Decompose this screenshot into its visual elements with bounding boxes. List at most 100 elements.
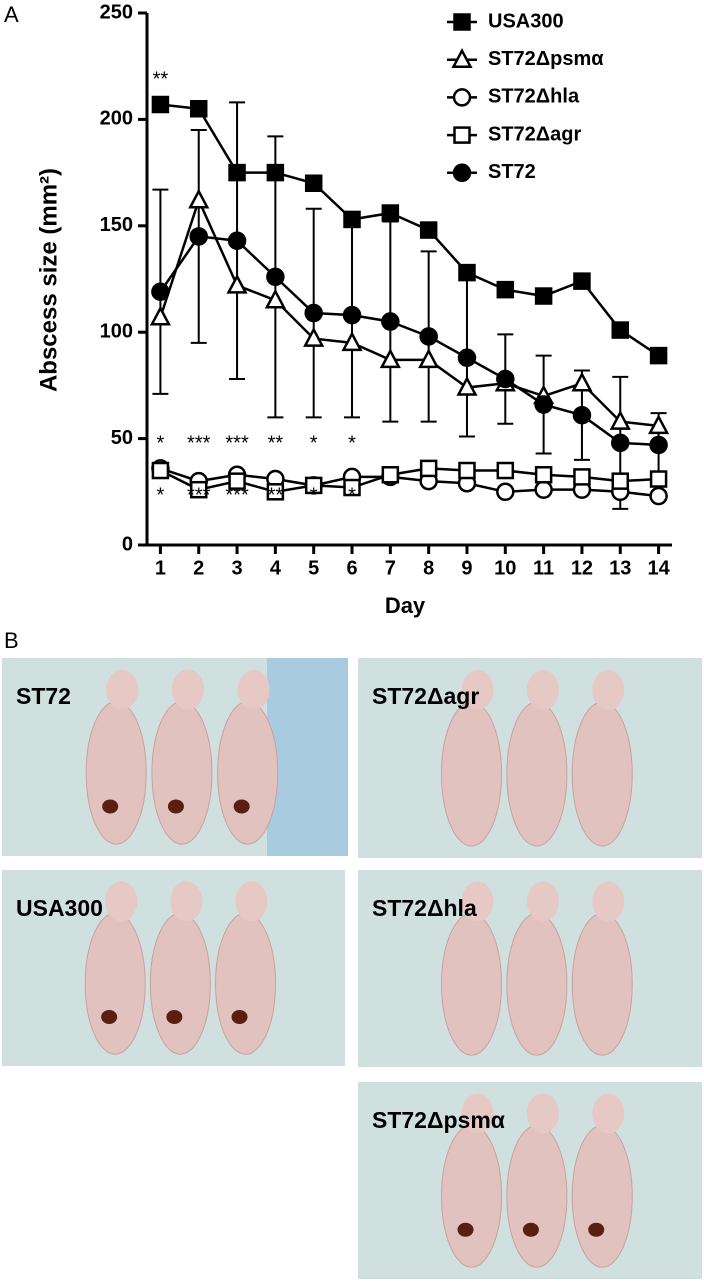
significance: ** xyxy=(268,484,284,506)
marker xyxy=(649,470,668,488)
lesion xyxy=(231,1010,248,1024)
x-axis-title: Day xyxy=(385,593,426,618)
marker xyxy=(226,273,248,294)
lesion xyxy=(101,1010,118,1024)
marker xyxy=(457,348,477,367)
significance: *** xyxy=(187,432,211,454)
mouse-body xyxy=(215,912,277,1055)
marker xyxy=(496,280,515,299)
marker xyxy=(534,480,553,499)
significance: * xyxy=(157,432,165,454)
x-tick-label: 4 xyxy=(270,557,282,579)
marker xyxy=(534,395,553,414)
mouse-body xyxy=(85,701,147,845)
x-tick-label: 9 xyxy=(461,557,472,579)
mouse-body xyxy=(441,701,503,847)
marker xyxy=(453,13,471,31)
y-tick-label: 50 xyxy=(111,427,133,449)
photo-panel: ST72 ST72Δagr USA300 ST72Δhla ST72Δpsmα xyxy=(2,658,702,1279)
marker xyxy=(496,482,515,502)
legend-label: ST72 xyxy=(488,161,536,183)
panel-label: A xyxy=(4,2,19,27)
x-tick-label: 7 xyxy=(385,557,396,579)
significance: * xyxy=(348,484,356,506)
marker xyxy=(304,303,323,323)
x-tick-label: 6 xyxy=(346,557,357,579)
mouse-body xyxy=(506,1124,568,1268)
y-tick-label: 150 xyxy=(100,214,133,236)
mouse-head xyxy=(461,670,494,710)
significance: ** xyxy=(268,432,284,454)
marker xyxy=(456,375,478,396)
significance: * xyxy=(348,432,356,454)
lesion xyxy=(233,799,250,814)
marker xyxy=(458,263,476,282)
significance: *** xyxy=(225,484,249,506)
marker xyxy=(496,369,515,389)
mouse-head xyxy=(461,881,494,922)
mouse-head xyxy=(170,881,203,922)
marker xyxy=(228,472,246,490)
significance: *** xyxy=(187,484,211,506)
mouse-head xyxy=(592,1093,625,1134)
photo: USA300 xyxy=(2,870,345,1066)
marker xyxy=(266,483,285,501)
panel-label: B xyxy=(4,628,19,653)
significance: * xyxy=(310,484,318,506)
marker xyxy=(649,346,668,365)
mouse-body xyxy=(506,701,568,847)
x-tick-label: 1 xyxy=(155,557,166,579)
marker xyxy=(452,163,472,183)
marker xyxy=(189,480,208,499)
significance: * xyxy=(310,432,318,454)
marker xyxy=(381,204,400,222)
mouse-head xyxy=(526,1093,559,1134)
significance: *** xyxy=(225,432,249,454)
photo: ST72Δhla xyxy=(358,870,702,1067)
marker xyxy=(649,435,668,455)
y-tick-label: 200 xyxy=(100,108,133,130)
mouse-body xyxy=(441,912,503,1056)
marker xyxy=(381,312,400,331)
x-tick-label: 13 xyxy=(609,557,631,579)
x-tick-label: 12 xyxy=(571,557,593,579)
photo: ST72Δagr xyxy=(358,658,702,858)
marker xyxy=(228,163,246,182)
mouse-head xyxy=(461,1093,494,1134)
marker xyxy=(188,188,210,209)
marker xyxy=(453,126,471,144)
marker xyxy=(571,371,593,392)
mouse-head xyxy=(592,670,625,710)
y-tick-label: 0 xyxy=(122,533,133,555)
marker xyxy=(381,466,400,484)
lesion xyxy=(167,799,184,814)
marker xyxy=(419,221,438,239)
marker xyxy=(573,468,591,486)
y-axis-title: Abscess size (mm²) xyxy=(35,168,62,392)
mouse-head xyxy=(237,669,270,710)
marker xyxy=(611,321,630,339)
marker xyxy=(304,174,323,192)
marker xyxy=(649,486,668,506)
marker xyxy=(609,409,631,430)
mouse-body xyxy=(84,912,146,1055)
legend-label: ST72Δhla xyxy=(488,86,580,108)
marker xyxy=(451,48,473,68)
marker xyxy=(572,405,592,425)
marker xyxy=(304,476,323,495)
lesion xyxy=(588,1222,605,1237)
x-tick-label: 14 xyxy=(647,557,670,579)
marker xyxy=(341,331,363,352)
significance: * xyxy=(157,484,165,506)
marker xyxy=(342,305,362,325)
mouse-body xyxy=(151,701,213,845)
legend-label: ST72Δpsmα xyxy=(488,48,604,70)
significance: ** xyxy=(153,68,169,90)
photo-label: ST72Δagr xyxy=(372,683,479,709)
marker xyxy=(151,461,170,480)
marker xyxy=(611,472,630,490)
marker xyxy=(343,478,361,497)
photo: ST72 xyxy=(2,658,348,856)
